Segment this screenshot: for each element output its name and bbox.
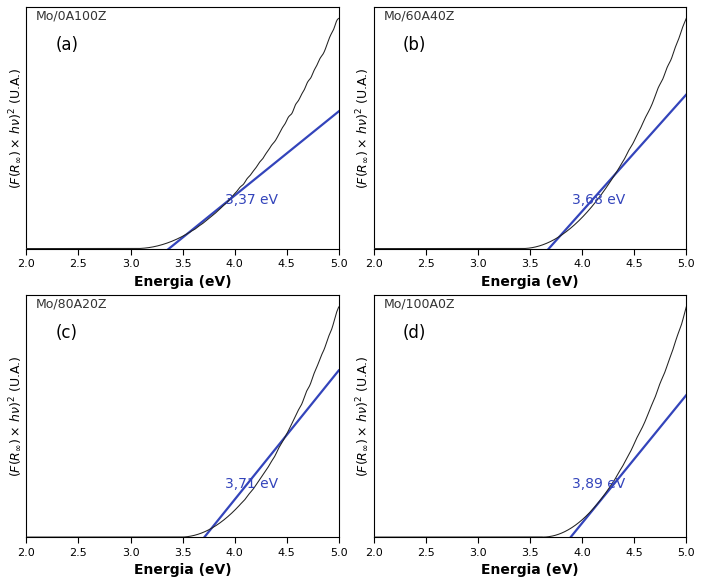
Text: Mo/100A0Z: Mo/100A0Z — [383, 298, 455, 311]
Text: Mo/80A20Z: Mo/80A20Z — [36, 298, 107, 311]
X-axis label: Energia (eV): Energia (eV) — [134, 274, 232, 288]
Y-axis label: $(F(R_\infty)\times\,h\nu)^2$ (U.A.): $(F(R_\infty)\times\,h\nu)^2$ (U.A.) — [7, 356, 24, 477]
Text: (c): (c) — [56, 325, 78, 342]
Y-axis label: $(F(R_\infty)\times\,h\nu)^2$ (U.A.): $(F(R_\infty)\times\,h\nu)^2$ (U.A.) — [7, 67, 24, 189]
X-axis label: Energia (eV): Energia (eV) — [134, 563, 232, 577]
Text: 3,68 eV: 3,68 eV — [572, 193, 625, 207]
Y-axis label: $(F(R_\infty)\times\,h\nu)^2$ (U.A.): $(F(R_\infty)\times\,h\nu)^2$ (U.A.) — [355, 67, 371, 189]
X-axis label: Energia (eV): Energia (eV) — [482, 274, 579, 288]
Y-axis label: $(F(R_\infty)\times\,h\nu)^2$ (U.A.): $(F(R_\infty)\times\,h\nu)^2$ (U.A.) — [355, 356, 371, 477]
X-axis label: Energia (eV): Energia (eV) — [482, 563, 579, 577]
Text: (d): (d) — [403, 325, 426, 342]
Text: Mo/60A40Z: Mo/60A40Z — [383, 9, 455, 22]
Text: Mo/0A100Z: Mo/0A100Z — [36, 9, 107, 22]
Text: (a): (a) — [55, 36, 79, 54]
Text: (b): (b) — [403, 36, 426, 54]
Text: 3,71 eV: 3,71 eV — [225, 477, 278, 491]
Text: 3,37 eV: 3,37 eV — [225, 193, 278, 207]
Text: 3,89 eV: 3,89 eV — [572, 477, 625, 491]
